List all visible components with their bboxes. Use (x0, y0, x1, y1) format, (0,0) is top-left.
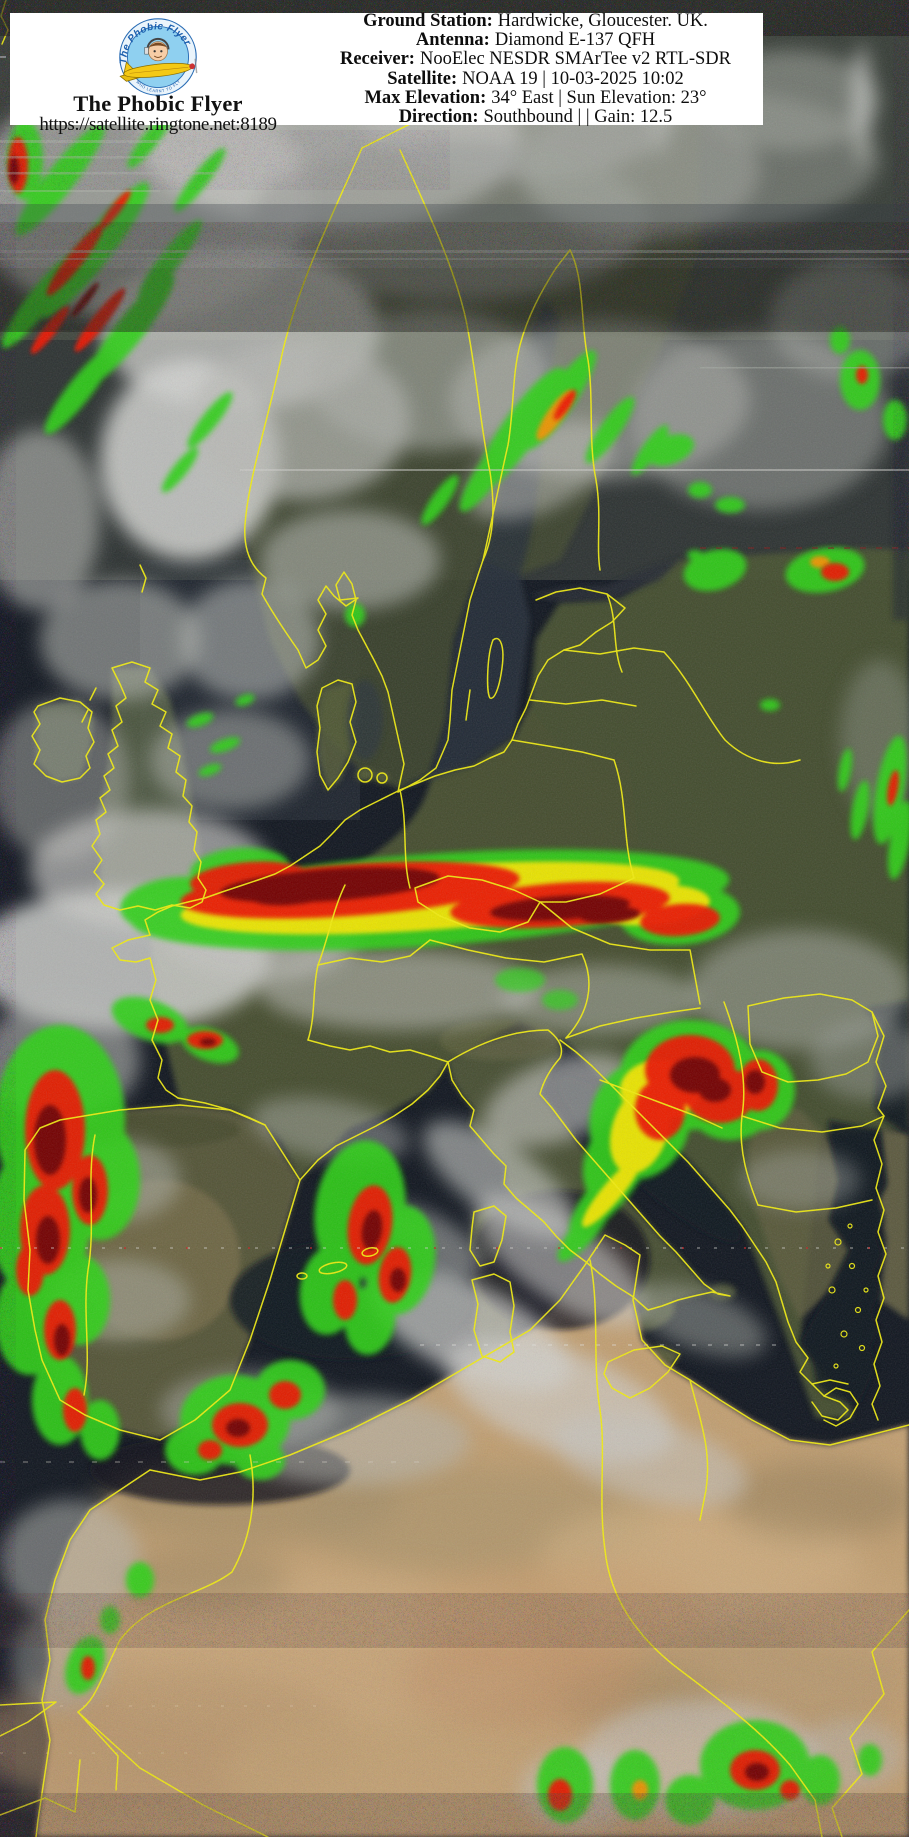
info-panel: The Phobic Flyer WHO LEARNT TO FLY The P… (10, 11, 763, 134)
station-name: The Phobic Flyer (73, 91, 243, 116)
logo-headset-icon (146, 37, 170, 50)
logo-hair (148, 42, 168, 48)
info-line-max-elevation: Max Elevation: 34° East | Sun Elevation: … (364, 87, 707, 108)
station-logo-block: The Phobic Flyer WHO LEARNT TO FLY The P… (10, 13, 306, 134)
info-line-antenna: Antenna: Diamond E-137 QFH (415, 30, 656, 51)
info-line-direction: Direction: Southbound | | Gain: 12.5 (398, 107, 673, 128)
info-line-satellite: Satellite: NOAA 19 | 10-03-2025 10:02 (387, 68, 684, 89)
info-line-ground-station: Ground Station: Hardwicke, Gloucester. UK… (363, 11, 708, 31)
logo-airplane-icon (119, 58, 198, 82)
phobic-flyer-logo: The Phobic Flyer WHO LEARNT TO FLY (118, 18, 198, 96)
station-url: https://satellite.ringtone.net:8189 (39, 114, 277, 135)
reception-info: Ground Station: Hardwicke, Gloucester. UK… (310, 11, 761, 128)
info-line-receiver: Receiver: NooElec NESDR SMArTee v2 RTL-SD… (339, 49, 731, 70)
